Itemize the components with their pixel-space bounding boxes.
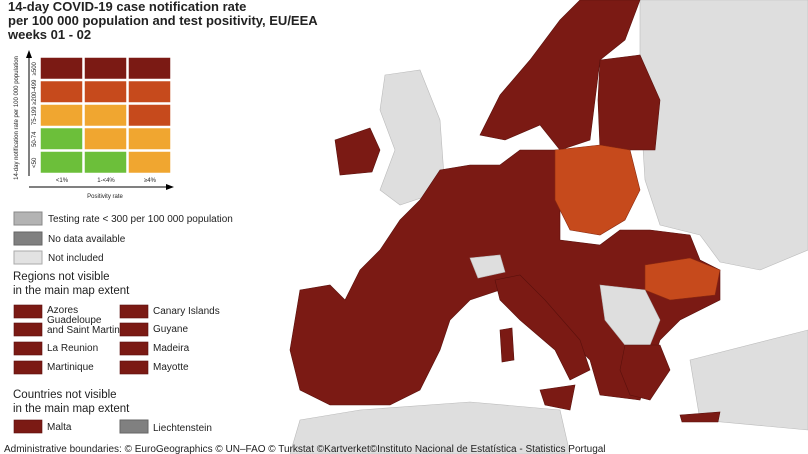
title-line: per 100 000 population and test positivi…	[8, 13, 318, 28]
country-label: Malta	[47, 422, 72, 433]
matrix-cell	[127, 103, 172, 128]
eu-country	[539, 384, 576, 411]
x-axis-label: Positivity rate	[87, 194, 123, 200]
legend-swatch	[13, 231, 43, 246]
col-label: 1-<4%	[97, 178, 115, 184]
row-label: <50	[32, 157, 38, 168]
matrix-cell	[83, 150, 128, 175]
section-heading: Regions not visible	[13, 271, 110, 283]
section-heading: Countries not visible	[13, 389, 117, 401]
matrix-cell	[127, 56, 172, 81]
eu-country	[289, 149, 721, 406]
region-swatch	[13, 360, 43, 375]
non-eu-land	[689, 329, 808, 431]
title-line: weeks 01 - 02	[7, 27, 91, 42]
title-line: 14-day COVID-19 case notification rate	[8, 0, 246, 14]
region-label: Mayotte	[153, 362, 189, 373]
matrix-cell	[39, 56, 84, 81]
legend-swatch	[13, 250, 43, 265]
col-label: ≥4%	[144, 178, 157, 184]
region-label: Azores	[47, 305, 78, 316]
section-heading: in the main map extent	[13, 285, 130, 297]
row-label: ≥200-499	[32, 79, 38, 105]
eu-country	[597, 54, 661, 151]
region-label: Canary Islands	[153, 306, 220, 317]
section-heading: in the main map extent	[13, 403, 130, 415]
region-swatch	[13, 341, 43, 356]
y-axis-label: 14-day notification rate per 100 000 pop…	[14, 56, 20, 180]
region-label: Guyane	[153, 324, 188, 335]
map	[289, 0, 808, 454]
non-eu-land	[469, 254, 506, 279]
non-eu-land	[379, 69, 446, 206]
region-label: Martinique	[47, 362, 94, 373]
row-label: 75-199	[32, 106, 38, 125]
matrix-cell	[39, 103, 84, 128]
matrix-cell	[83, 103, 128, 128]
matrix-cell	[83, 79, 128, 104]
legend-swatch	[13, 211, 43, 226]
arrow-head	[166, 184, 174, 190]
matrix-cell	[83, 126, 128, 151]
eu-country	[479, 0, 641, 151]
row-label: 50-74	[32, 131, 38, 147]
region-swatch	[13, 304, 43, 319]
region-swatch	[119, 341, 149, 356]
legend-label: Testing rate < 300 per 100 000 populatio…	[48, 214, 233, 225]
matrix-cell	[39, 150, 84, 175]
non-eu-land	[639, 0, 808, 271]
region-swatch	[13, 322, 43, 337]
matrix-cell	[127, 126, 172, 151]
region-label: Guadeloupe	[47, 315, 102, 326]
eu-country	[334, 127, 381, 176]
non-eu-land	[289, 401, 571, 454]
region-label: Madeira	[153, 343, 190, 354]
country-label: Liechtenstein	[153, 423, 212, 434]
row-label: ≥500	[32, 61, 38, 75]
col-label: <1%	[56, 178, 69, 184]
region-label: and Saint Martin	[47, 325, 120, 336]
eu-country	[619, 344, 671, 401]
matrix-cell	[127, 150, 172, 175]
legend-label: No data available	[48, 234, 126, 245]
country-swatch	[13, 419, 43, 434]
eu-country	[679, 411, 721, 423]
region-swatch	[119, 322, 149, 337]
matrix-cell	[83, 56, 128, 81]
country-swatch	[119, 419, 149, 434]
matrix: 14-day notification rate per 100 000 pop…	[14, 50, 174, 200]
matrix-cell	[39, 79, 84, 104]
region-swatch	[119, 304, 149, 319]
eu-country	[494, 274, 591, 381]
region-label: La Reunion	[47, 343, 98, 354]
footer: Administrative boundaries: © EuroGeograp…	[4, 444, 606, 454]
matrix-cell	[39, 126, 84, 151]
matrix-cell	[127, 79, 172, 104]
region-swatch	[119, 360, 149, 375]
eu-country	[499, 327, 515, 363]
high-region	[554, 144, 641, 236]
arrow-head	[26, 50, 32, 58]
legend-label: Not included	[48, 253, 104, 264]
